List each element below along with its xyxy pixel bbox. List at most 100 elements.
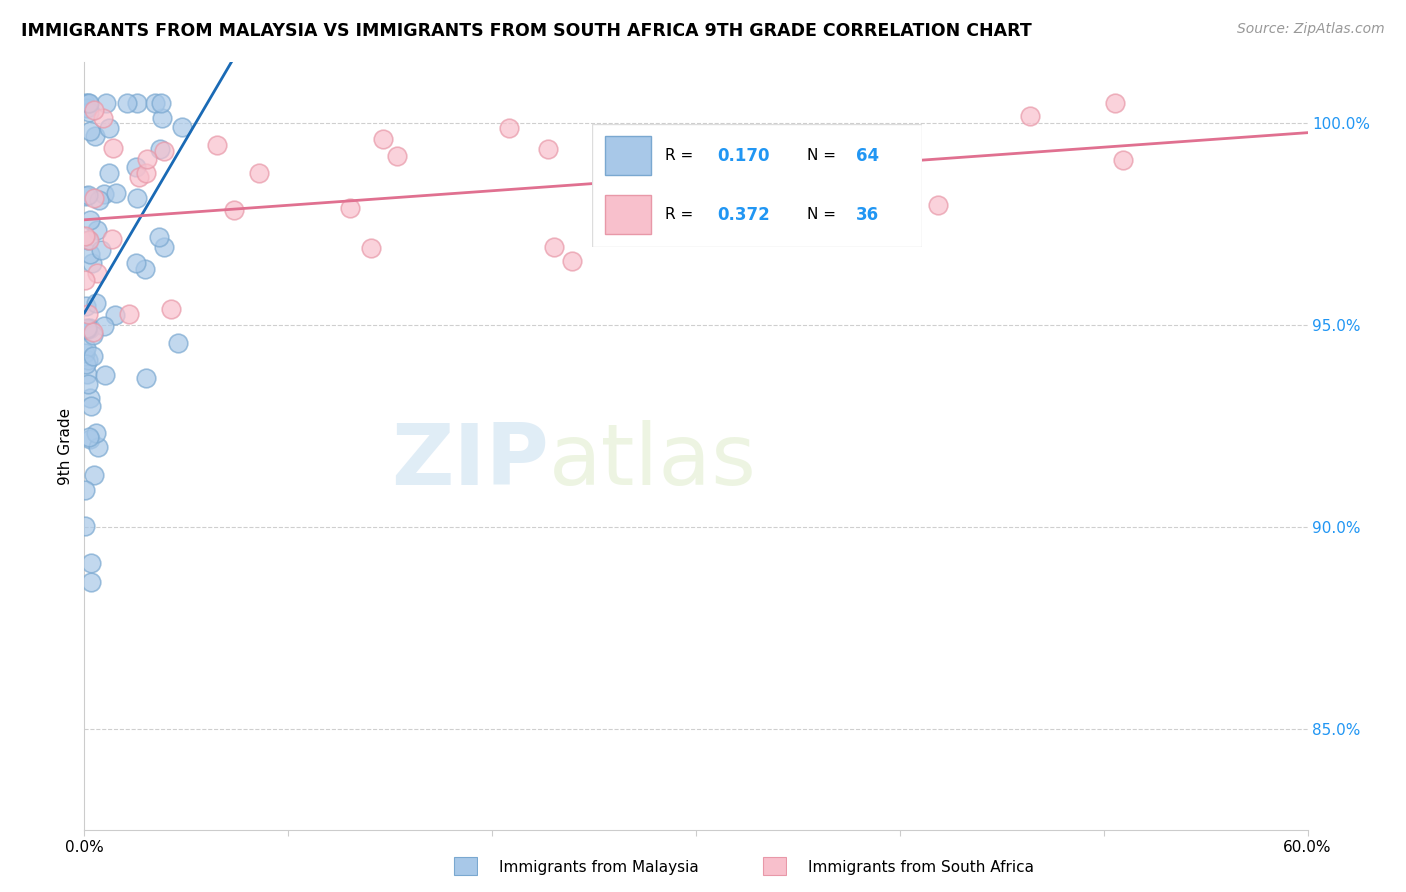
Point: [80, 256, 103, 270]
Point: [90, 243, 112, 257]
Point: [91, 112, 114, 126]
Point: [96, 95, 118, 110]
Point: [79, 320, 101, 334]
Point: [339, 201, 361, 215]
Point: [115, 95, 138, 110]
Point: [159, 302, 181, 317]
Point: [537, 142, 560, 156]
Point: [149, 142, 172, 156]
Point: [172, 120, 194, 135]
Point: [79, 391, 101, 405]
Bar: [454, 857, 477, 875]
Point: [224, 202, 246, 217]
Point: [153, 144, 176, 158]
Text: Source: ZipAtlas.com: Source: ZipAtlas.com: [1237, 22, 1385, 37]
Point: [720, 165, 742, 179]
Point: [125, 256, 148, 270]
Point: [76, 367, 98, 381]
Point: [385, 149, 408, 163]
Point: [77, 95, 100, 110]
Point: [75, 346, 97, 360]
Point: [498, 121, 520, 136]
Point: [86, 266, 108, 280]
Point: [89, 193, 111, 207]
Text: IMMIGRANTS FROM MALAYSIA VS IMMIGRANTS FROM SOUTH AFRICA 9TH GRADE CORRELATION C: IMMIGRANTS FROM MALAYSIA VS IMMIGRANTS F…: [21, 22, 1032, 40]
Bar: [763, 857, 786, 875]
Point: [127, 191, 149, 205]
Point: [76, 322, 98, 336]
Point: [77, 352, 100, 367]
Point: [135, 165, 157, 179]
Point: [83, 468, 105, 483]
Point: [860, 189, 883, 203]
Point: [104, 309, 127, 323]
Point: [150, 95, 173, 110]
Point: [79, 433, 101, 447]
Point: [77, 307, 100, 321]
Point: [75, 299, 97, 313]
Point: [76, 320, 98, 334]
Point: [153, 240, 176, 254]
Point: [75, 483, 97, 497]
Text: Immigrants from Malaysia: Immigrants from Malaysia: [499, 860, 699, 874]
Point: [77, 104, 100, 119]
Point: [93, 318, 115, 333]
Point: [167, 335, 190, 350]
Point: [543, 240, 565, 254]
Text: Immigrants from South Africa: Immigrants from South Africa: [808, 860, 1035, 874]
Point: [77, 377, 100, 392]
Point: [80, 400, 103, 414]
Point: [75, 95, 97, 110]
Point: [79, 574, 101, 589]
Point: [602, 219, 624, 233]
Point: [1112, 153, 1135, 168]
Point: [86, 440, 108, 454]
Point: [75, 518, 97, 533]
Point: [100, 231, 122, 245]
Point: [118, 307, 141, 321]
Point: [77, 188, 100, 202]
Point: [77, 322, 100, 336]
Point: [207, 137, 229, 152]
Point: [128, 169, 150, 184]
Point: [75, 273, 97, 287]
Point: [75, 189, 97, 203]
Point: [97, 120, 120, 135]
Point: [105, 186, 128, 201]
Point: [360, 241, 382, 255]
Point: [82, 327, 104, 342]
Point: [97, 165, 120, 179]
Point: [83, 103, 105, 118]
Point: [561, 253, 583, 268]
Point: [79, 430, 101, 444]
Point: [77, 233, 100, 247]
Point: [83, 191, 105, 205]
Point: [1104, 96, 1126, 111]
Point: [706, 149, 728, 163]
Point: [80, 556, 103, 570]
Point: [93, 186, 115, 201]
Point: [371, 132, 394, 146]
Point: [79, 247, 101, 261]
Point: [143, 95, 166, 110]
Point: [86, 222, 108, 236]
Point: [150, 111, 173, 125]
Point: [77, 233, 100, 247]
Point: [247, 166, 270, 180]
Text: ZIP: ZIP: [391, 420, 550, 503]
Point: [148, 230, 170, 244]
Point: [75, 228, 97, 243]
Point: [76, 101, 98, 115]
Point: [94, 368, 117, 383]
Point: [1019, 109, 1042, 123]
Point: [82, 325, 104, 339]
Y-axis label: 9th Grade: 9th Grade: [58, 408, 73, 484]
Point: [75, 357, 97, 371]
Point: [101, 141, 124, 155]
Point: [927, 198, 949, 212]
Point: [84, 296, 107, 310]
Point: [134, 261, 156, 276]
Point: [79, 212, 101, 227]
Point: [125, 160, 148, 174]
Point: [84, 425, 107, 440]
